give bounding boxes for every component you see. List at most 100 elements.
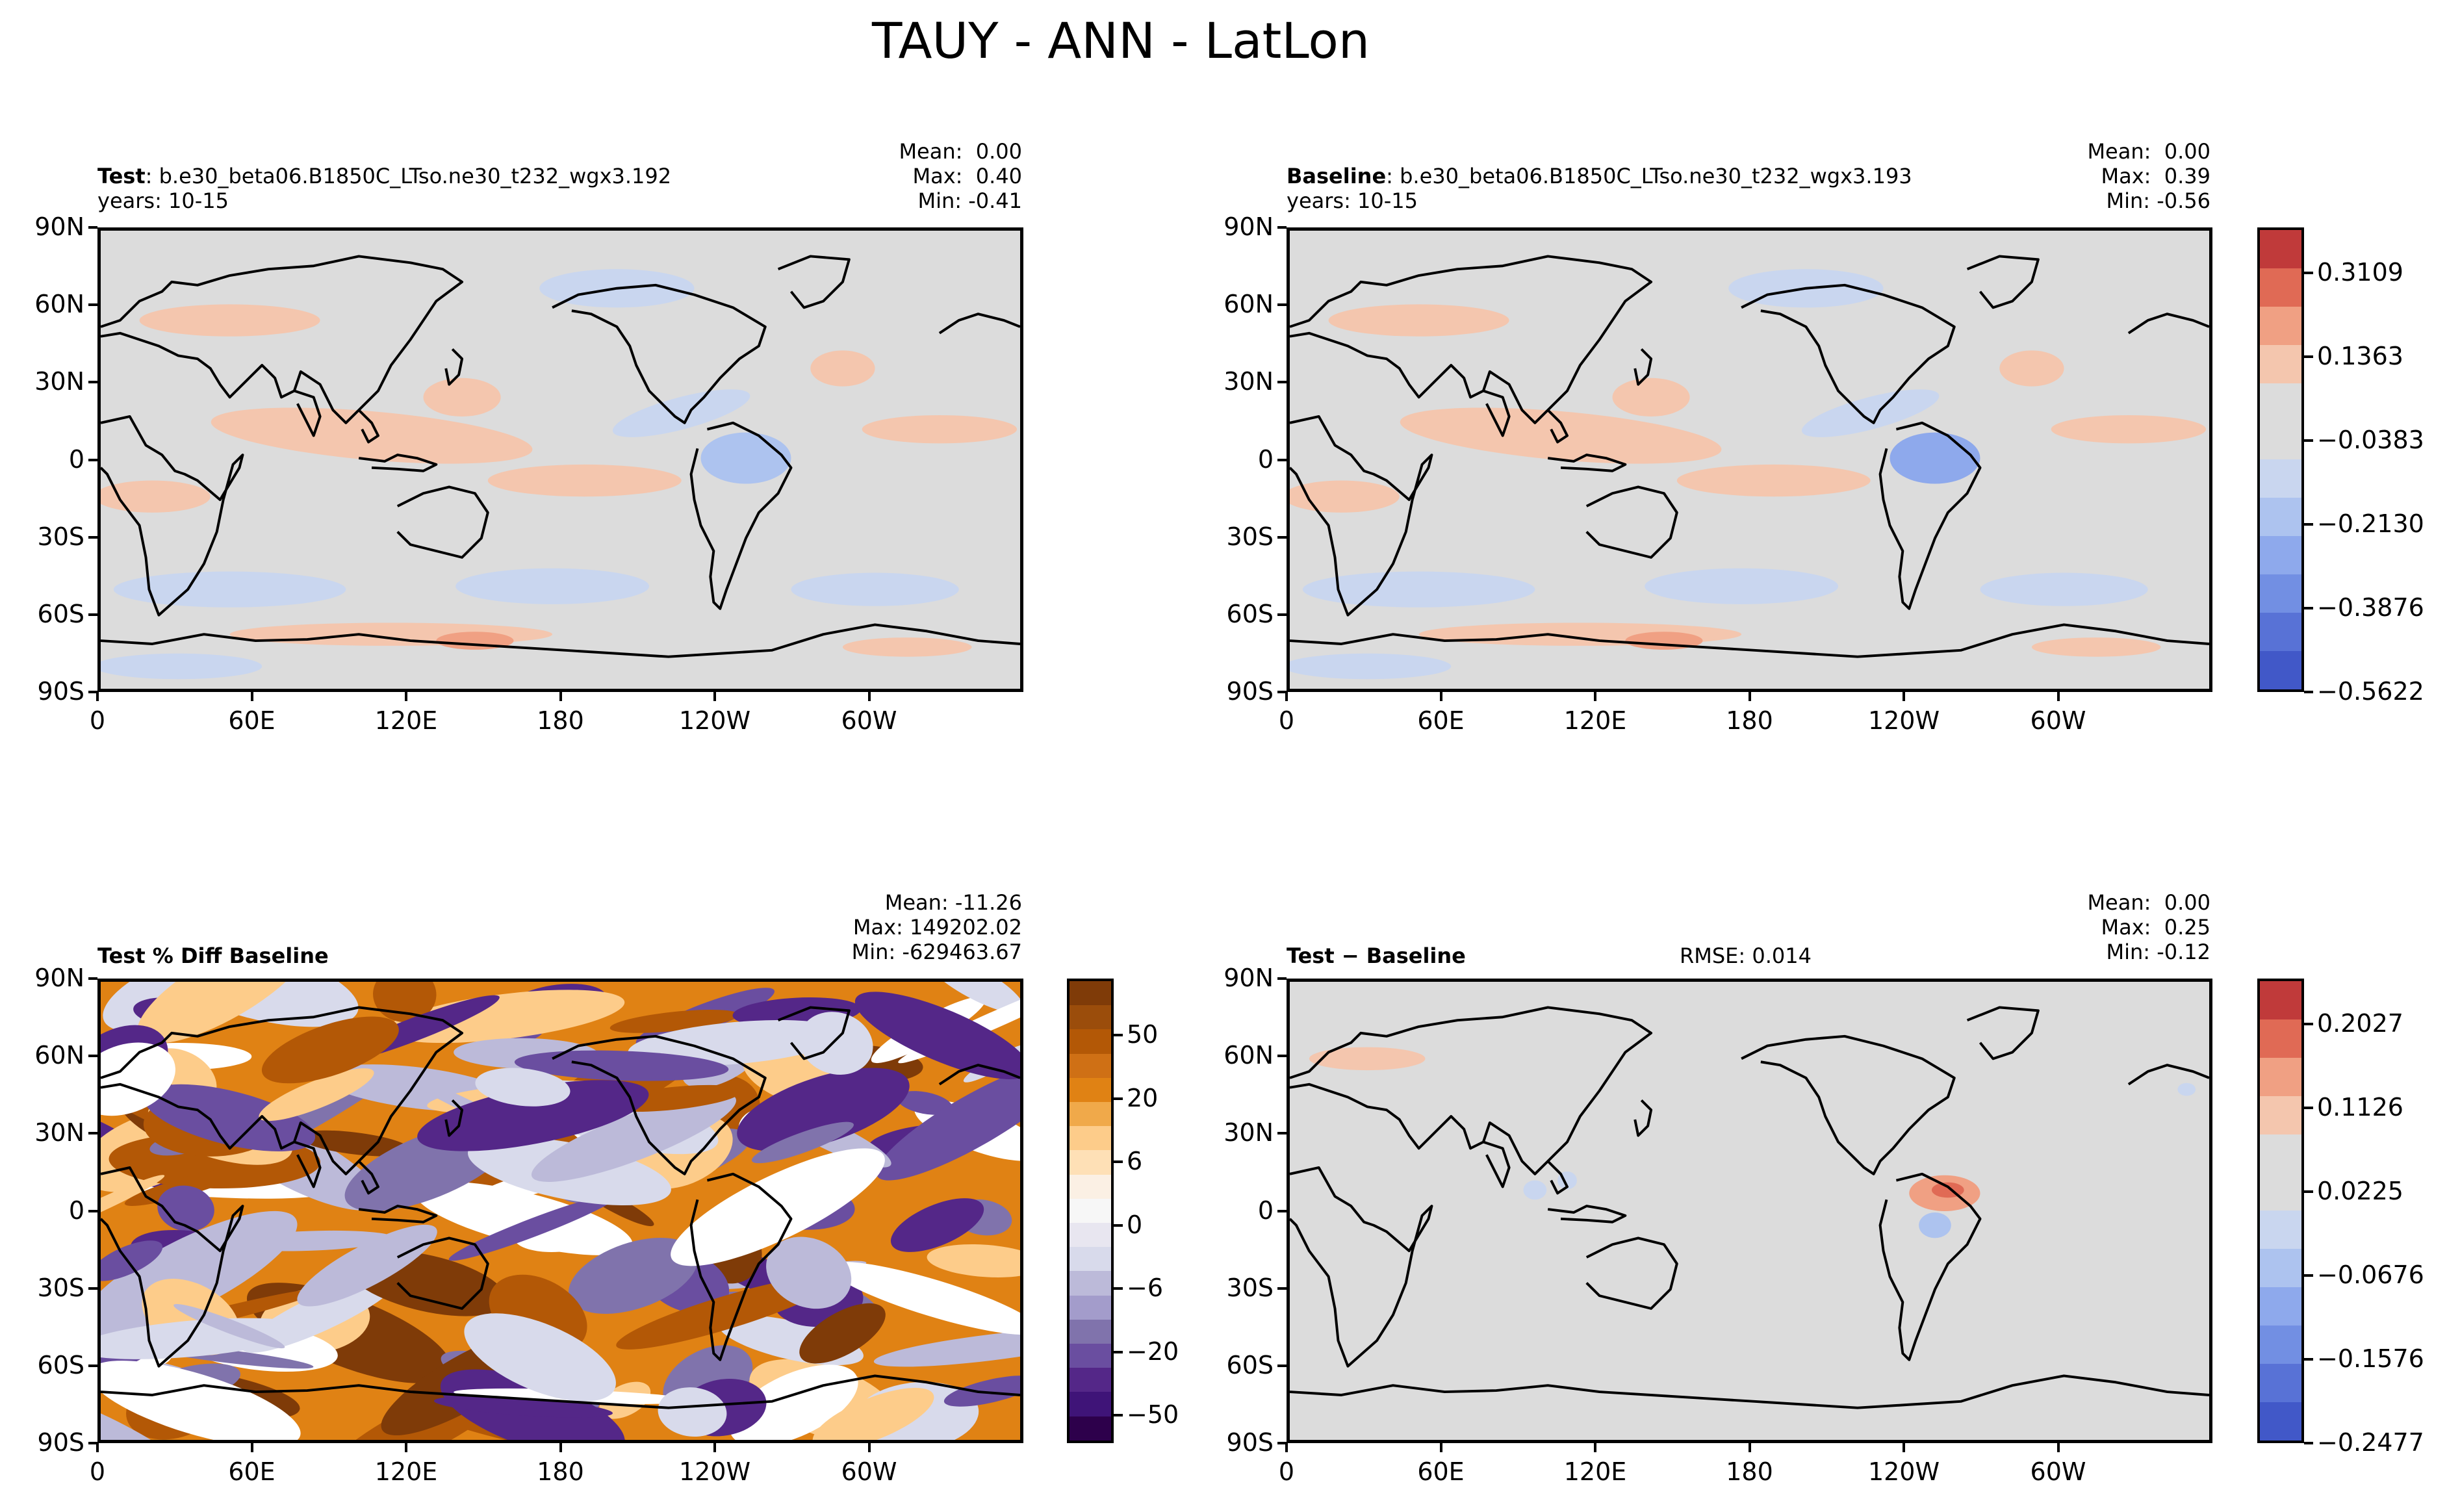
colorbar-pctdiff-swatch	[1070, 1295, 1111, 1320]
coastline	[1290, 623, 2209, 658]
pct-diff-region	[433, 1396, 613, 1418]
diff-lat-label: 90S	[1226, 1428, 1274, 1457]
baseline-lat-tick	[1277, 458, 1287, 461]
pctdiff-panel-header: Test % Diff Baseline	[97, 943, 329, 968]
positive-anomaly	[1612, 378, 1690, 416]
pctdiff-lat-label: 90N	[34, 964, 84, 992]
positive-anomaly	[211, 407, 533, 464]
colorbar-diff-swatch	[2260, 1134, 2301, 1173]
colorbar-pctdiff-swatch	[1070, 981, 1111, 1006]
coastline	[1547, 454, 1627, 472]
test-lon-label: 60E	[228, 706, 275, 735]
pct-diff-region	[924, 982, 1020, 1013]
diff-lat-label: 0	[1257, 1196, 1274, 1225]
coastline	[1741, 283, 1956, 424]
pctdiff-stats: Mean: -11.26 Max: 149202.02 Min: -629463.6…	[852, 890, 1022, 964]
test-lat-label: 60S	[37, 599, 84, 628]
colorbar-pctdiff-tick	[1114, 1034, 1123, 1036]
colorbar-top-swatch	[2260, 344, 2301, 383]
diff-lon-tick	[1903, 1443, 1905, 1452]
pct-diff-region	[373, 982, 437, 1023]
diff-lat-tick	[1277, 977, 1287, 980]
coastline	[294, 1140, 322, 1188]
colorbar-pctdiff-swatch	[1070, 1126, 1111, 1151]
test-min: Min: -0.41	[917, 188, 1022, 213]
pctdiff-lat-tick	[88, 1442, 97, 1444]
test-lat-label: 30N	[34, 367, 84, 396]
diff-lat-label: 90N	[1224, 964, 1274, 992]
pct-diff-region	[873, 1328, 1020, 1367]
test-lon-tick	[559, 692, 562, 701]
colorbar-diff-tick	[2304, 1023, 2313, 1025]
pct-diff-region	[101, 1211, 298, 1337]
pct-diff-region	[297, 1224, 437, 1307]
figure-title: TAUY - ANN - LatLon	[871, 12, 1370, 70]
colorbar-top-swatch	[2260, 421, 2301, 460]
baseline-lat-tick	[1277, 613, 1287, 616]
pct-diff-region	[298, 1130, 411, 1157]
diff-lat-label: 30S	[1226, 1273, 1274, 1302]
positive-anomaly	[862, 415, 1018, 444]
pct-diff-region	[259, 1068, 374, 1121]
pct-diff-region	[897, 1091, 953, 1115]
baseline-lat-tick	[1277, 226, 1287, 229]
coastline	[777, 255, 851, 309]
diff-lat-label: 30N	[1224, 1118, 1274, 1147]
pct-diff-region	[415, 1181, 633, 1255]
test-lat-label: 60N	[34, 290, 84, 319]
pctdiff-lat-label: 90S	[37, 1428, 84, 1457]
colorbar-top-swatch	[2260, 306, 2301, 345]
test-lon-label: 120E	[374, 706, 438, 735]
coastline	[938, 313, 1020, 335]
test-lat-tick	[88, 458, 97, 461]
pct-diff-region	[658, 1387, 727, 1437]
pct-diff-region	[927, 1244, 1020, 1277]
diff-title-bold: Test − Baseline	[1287, 943, 1466, 968]
pctdiff-lon-tick	[713, 1443, 716, 1452]
coastline	[358, 1205, 438, 1224]
pctdiff-lat-tick	[88, 1055, 97, 1058]
colorbar-pctdiff-swatch	[1070, 1416, 1111, 1441]
negative-anomaly	[1302, 571, 1535, 608]
coastline	[1483, 389, 1511, 437]
diff-lon-label: 60E	[1417, 1457, 1465, 1486]
map-background	[1290, 982, 2209, 1440]
negative-anomaly	[1645, 568, 1839, 604]
negative-anomaly	[1919, 1212, 1951, 1238]
pct-diff-region	[828, 1262, 1020, 1335]
pctdiff-lat-tick	[88, 1287, 97, 1290]
baseline-lon-label: 180	[1726, 706, 1773, 735]
colorbar-top-swatch	[2260, 613, 2301, 651]
pctdiff-lon-label: 60E	[228, 1457, 275, 1486]
colorbar-pctdiff-label: 50	[1127, 1020, 1159, 1049]
negative-anomaly	[455, 568, 650, 604]
baseline-min: Min: -0.56	[2106, 188, 2210, 213]
coastline	[1546, 409, 1569, 444]
coastline	[1878, 1172, 1982, 1361]
test-lon-label: 60W	[841, 706, 897, 735]
colorbar-top-swatch	[2260, 268, 2301, 307]
colorbar-top-swatch	[2260, 230, 2301, 268]
colorbar-pctdiff-swatch	[1070, 1005, 1111, 1030]
pctdiff-min: Min: -629463.67	[851, 940, 1022, 964]
coastline	[1878, 421, 1982, 610]
coastline	[396, 1237, 489, 1310]
coastline	[101, 1374, 1020, 1409]
positive-anomaly	[2031, 637, 2161, 657]
coastline	[1547, 1205, 1627, 1224]
positive-anomaly	[842, 637, 972, 657]
colorbar-pctdiff-label: −50	[1127, 1400, 1179, 1429]
colorbar-top-tick	[2304, 355, 2313, 358]
colorbar-pctdiff-swatch	[1070, 1102, 1111, 1127]
pct-diff-region	[137, 982, 311, 1044]
baseline-map-field	[1290, 231, 2209, 689]
colorbar-top-tick	[2304, 607, 2313, 609]
colorbar-diff-swatch	[2260, 1326, 2301, 1365]
coastline	[1290, 415, 1433, 617]
baseline-lon-tick	[1439, 692, 1442, 701]
colorbar-diff-tick	[2304, 1107, 2313, 1109]
diff-map	[1287, 979, 2212, 1443]
positive-anomaly	[2051, 415, 2207, 444]
diff-lat-tick	[1277, 1442, 1287, 1444]
colorbar-top-label: −0.5622	[2317, 677, 2424, 706]
